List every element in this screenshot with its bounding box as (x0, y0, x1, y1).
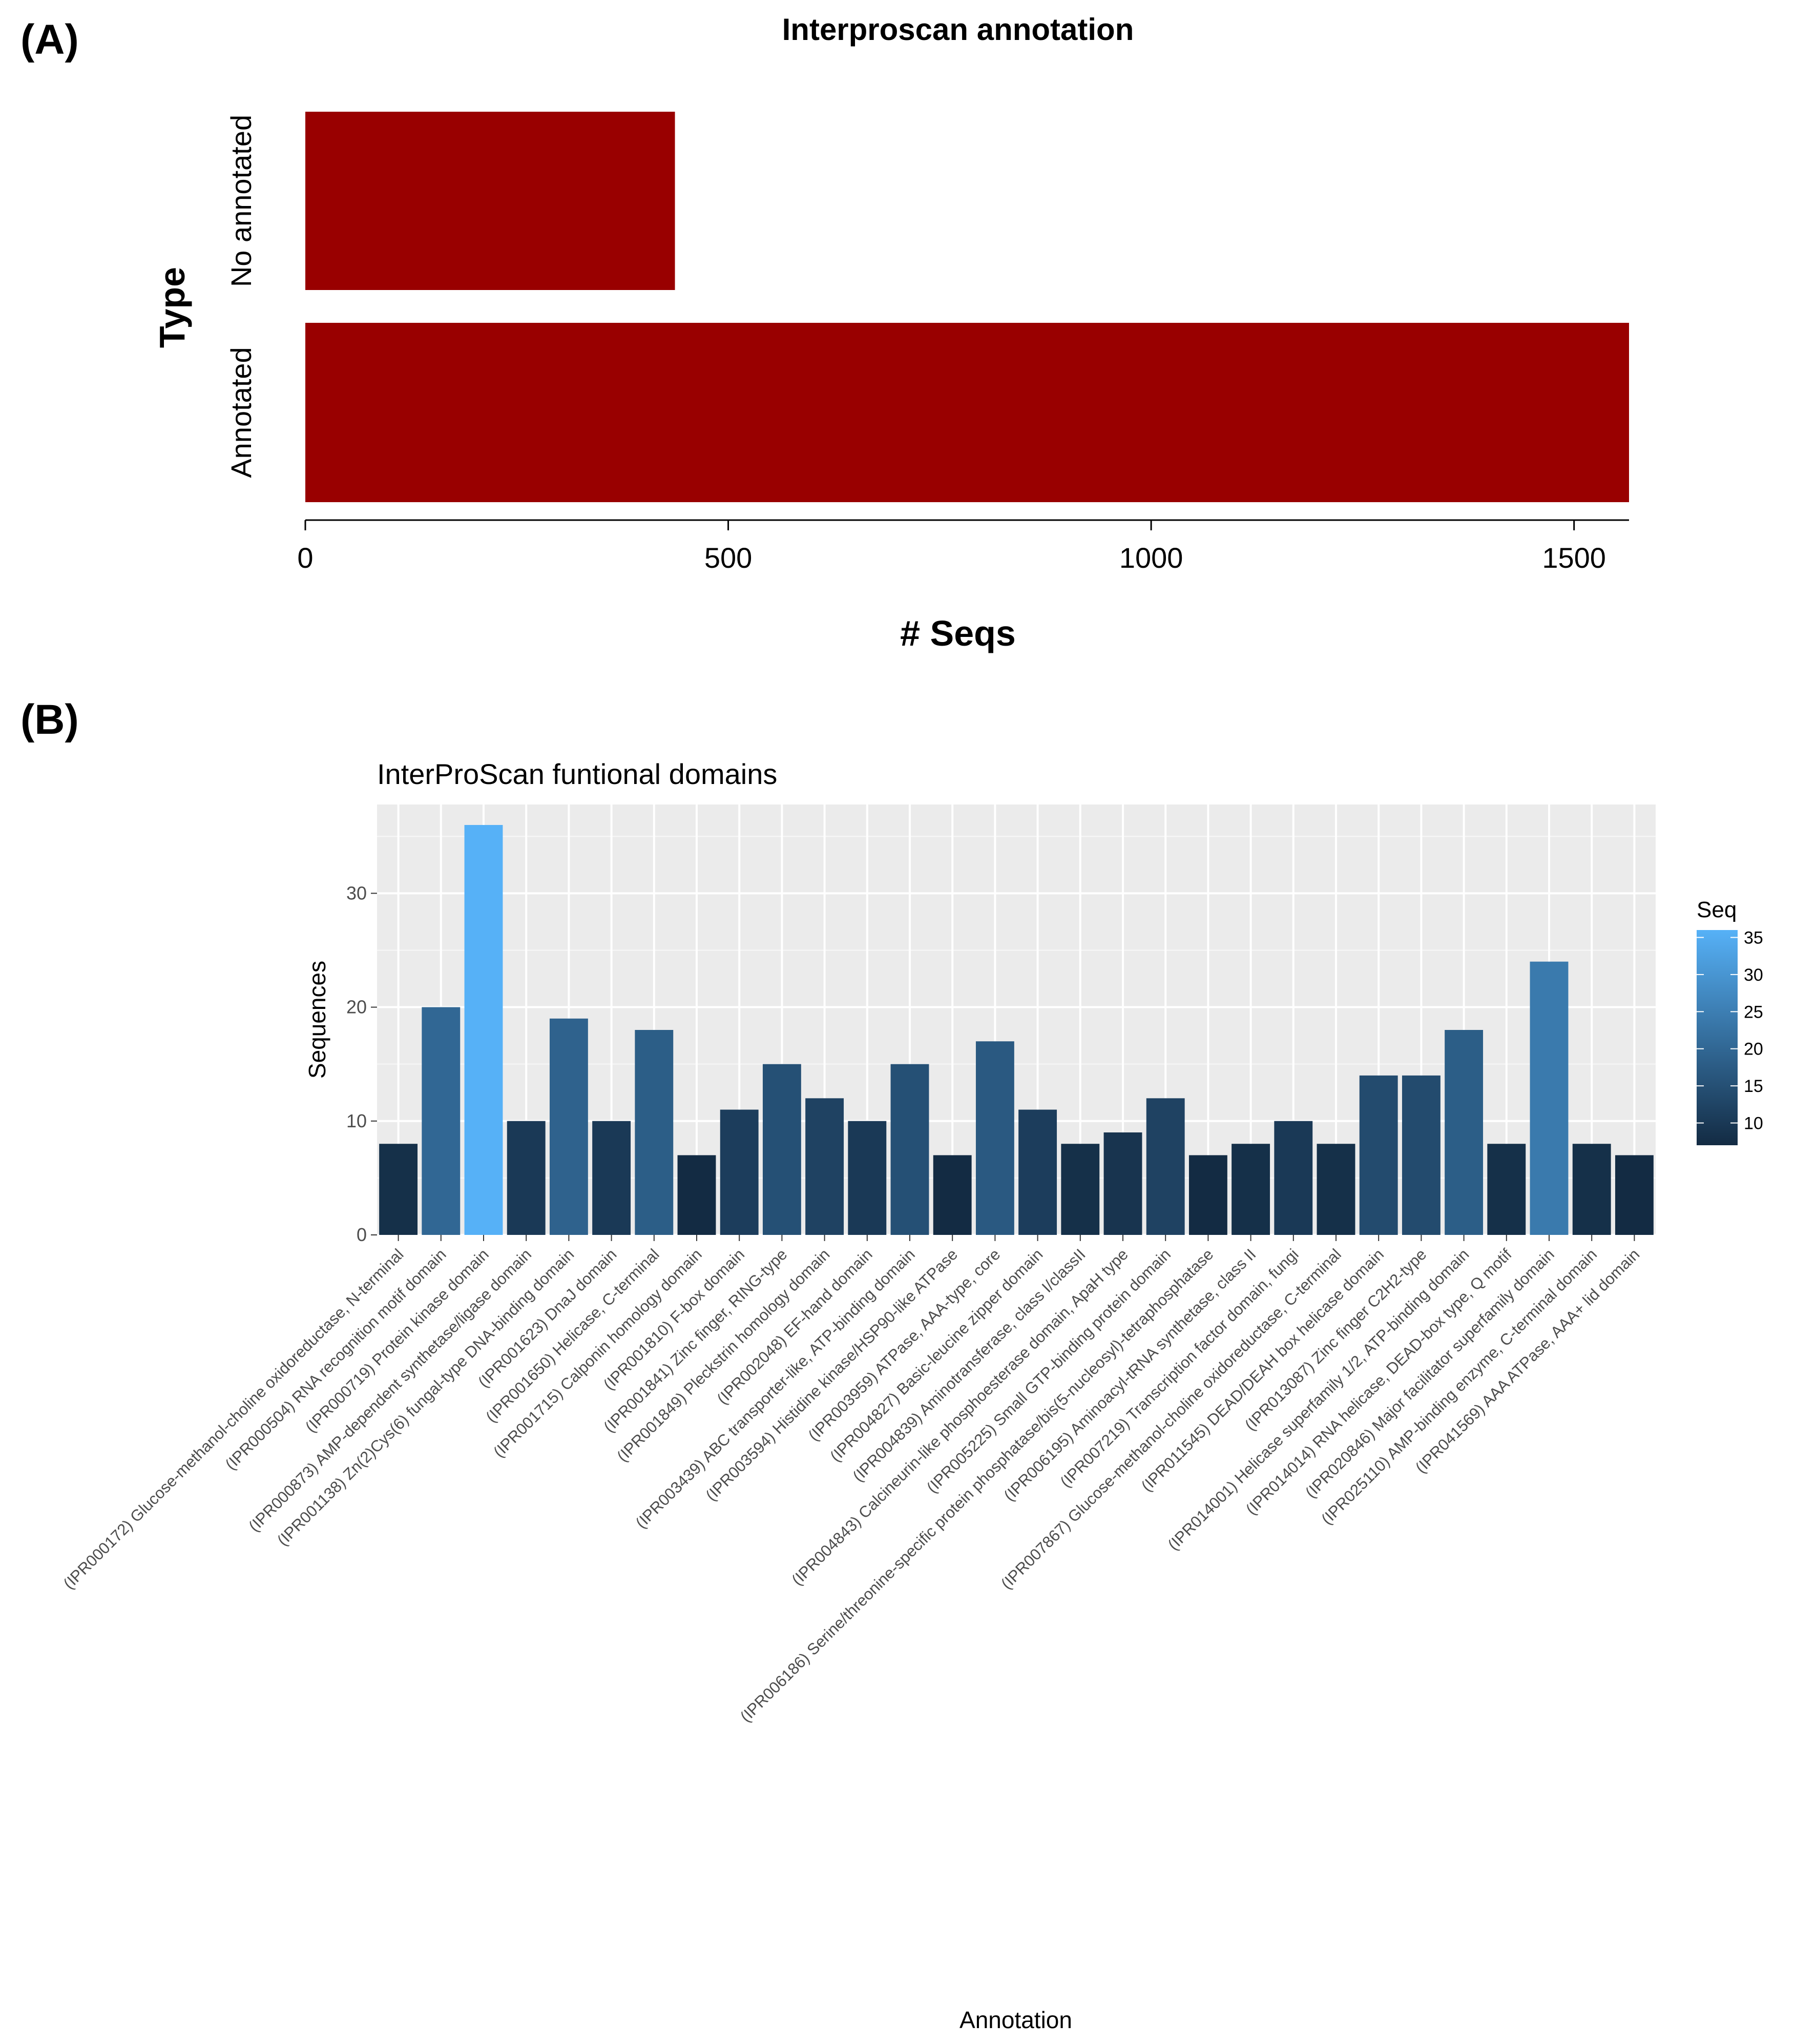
panel-a-bars (305, 112, 1629, 502)
bar-ipr001623-dnaj-domain (592, 1121, 631, 1235)
category-label-no-annotated: No annotated (225, 115, 257, 287)
panel-a: (A) Interproscan annotation Type # Seqs … (20, 12, 1629, 653)
y-tick-label: 10 (346, 1110, 367, 1131)
panel-b-y-axis-title: Sequences (304, 961, 330, 1079)
panel-b-title: InterProScan funtional domains (377, 758, 777, 790)
panel-a-y-axis-title: Type (152, 267, 192, 348)
y-tick-label: 0 (357, 1224, 367, 1245)
panel-b-y-ticks: 0 10 20 30 (346, 882, 377, 1245)
legend-tick-label: 25 (1744, 1002, 1763, 1022)
y-tick-label: 20 (346, 997, 367, 1018)
panel-b-legend: Seq 10 15 20 25 30 35 (1697, 897, 1763, 1145)
panel-b-plot-background (377, 804, 1656, 1235)
x-tick-label: 1000 (1119, 542, 1183, 574)
bar-ipr007867-glucose-methanol-choline-oxido (1317, 1144, 1355, 1235)
legend-tick-label: 30 (1744, 965, 1763, 985)
panel-b-x-axis-title: Annotation (959, 2007, 1072, 2033)
bar-ipr003959-atpase-aaa-type-core (975, 1041, 1014, 1235)
y-tick-label: 30 (346, 882, 367, 903)
panel-a-category-labels: Annotated No annotated (225, 115, 257, 478)
x-tick-label: (IPR002048) EF-hand domain (714, 1245, 876, 1408)
panel-b-label: (B) (20, 696, 79, 743)
legend-tick-label: 10 (1744, 1114, 1763, 1133)
legend-tick-label: 35 (1744, 928, 1763, 947)
bar-ipr001138-zn-2-cys-6-fungal-type-dna-bin (549, 1018, 588, 1235)
x-tick-label: 0 (297, 542, 313, 574)
bar-ipr013087-zinc-finger-c2h2-type (1402, 1075, 1441, 1235)
bar-ipr000719-protein-kinase-domain (464, 825, 503, 1235)
bar-ipr000873-amp-dependent-synthetase-ligas (507, 1121, 546, 1235)
bar-no-annotated (305, 112, 675, 290)
bar-ipr001849-pleckstrin-homology-domain (805, 1098, 844, 1235)
bar-ipr006186-serine-threonine-specific-prot (1188, 1155, 1227, 1235)
bar-annotated (305, 323, 1629, 502)
panel-b-category-labels: (IPR000172) Glucose-methanol-choline oxi… (60, 1245, 1643, 1726)
panel-a-x-axis-title: # Seqs (900, 613, 1016, 653)
bar-ipr041569-aaa-atpase-aaa-lid-domain (1615, 1155, 1654, 1235)
legend-colorbar (1697, 930, 1738, 1145)
panel-a-label: (A) (20, 16, 79, 63)
panel-b-bars (379, 825, 1654, 1235)
panel-b-x-ticks (398, 1235, 1635, 1241)
legend-tick-label: 20 (1744, 1040, 1763, 1059)
category-label-annotated: Annotated (225, 347, 257, 478)
bar-ipr005225-small-gtp-binding-protein-doma (1146, 1098, 1185, 1235)
bar-ipr000172-glucose-methanol-choline-oxido (379, 1144, 418, 1235)
x-tick-label: (IPR025110) AMP-binding enzyme, C-termin… (1318, 1245, 1600, 1528)
bar-ipr000504-rna-recognition-motif-domain (422, 1007, 461, 1235)
bar-ipr014014-rna-helicase-dead-box-type-q-m (1487, 1144, 1526, 1235)
bar-ipr003439-abc-transporter-like-atp-bindi (890, 1064, 929, 1235)
bar-ipr003594-histidine-kinase-hsp90-like-at (933, 1155, 972, 1235)
bar-ipr001715-calponin-homology-domain (677, 1155, 716, 1235)
bar-ipr004839-aminotransferase-class-i-class (1061, 1144, 1100, 1235)
legend-title: Seq (1697, 897, 1737, 922)
legend-tick-label: 15 (1744, 1077, 1763, 1096)
x-tick-label: (IPR001138) Zn(2)Cys(6) fungal-type DNA-… (274, 1245, 577, 1549)
x-tick-label: (IPR000719) Protein kinase domain (302, 1245, 492, 1436)
bar-ipr020846-major-facilitator-superfamily- (1530, 961, 1569, 1235)
panel-a-x-ticks: 0 500 1000 1500 (297, 520, 1606, 574)
bar-ipr001810-f-box-domain (720, 1109, 759, 1235)
bar-ipr001841-zinc-finger-ring-type (762, 1064, 801, 1235)
panel-b: (B) InterProScan funtional domains 0 10 20… (20, 696, 1763, 2033)
x-tick-label: 500 (704, 542, 752, 574)
bar-ipr014001-helicase-superfamily-1-2-atp-b (1445, 1030, 1484, 1235)
bar-ipr007219-transcription-factor-domain-fu (1274, 1121, 1313, 1235)
panel-a-title: Interproscan annotation (782, 12, 1134, 47)
bar-ipr011545-dead-deah-box-helicase-domain (1359, 1075, 1398, 1235)
bar-ipr002048-ef-hand-domain (848, 1121, 887, 1235)
x-tick-label: 1500 (1542, 542, 1606, 574)
bar-ipr001650-helicase-c-terminal (635, 1030, 674, 1235)
bar-ipr004843-calcineurin-like-phosphoestera (1103, 1132, 1142, 1235)
bar-ipr006195-aminoacyl-trna-synthetase-clas (1232, 1144, 1270, 1235)
bar-ipr004827-basic-leucine-zipper-domain (1018, 1109, 1057, 1235)
legend-ticks: 10 15 20 25 30 35 (1697, 928, 1763, 1133)
x-tick-label: (IPR000873) AMP-dependent synthetase/lig… (245, 1245, 535, 1535)
bar-ipr025110-amp-binding-enzyme-c-terminal- (1572, 1144, 1611, 1235)
